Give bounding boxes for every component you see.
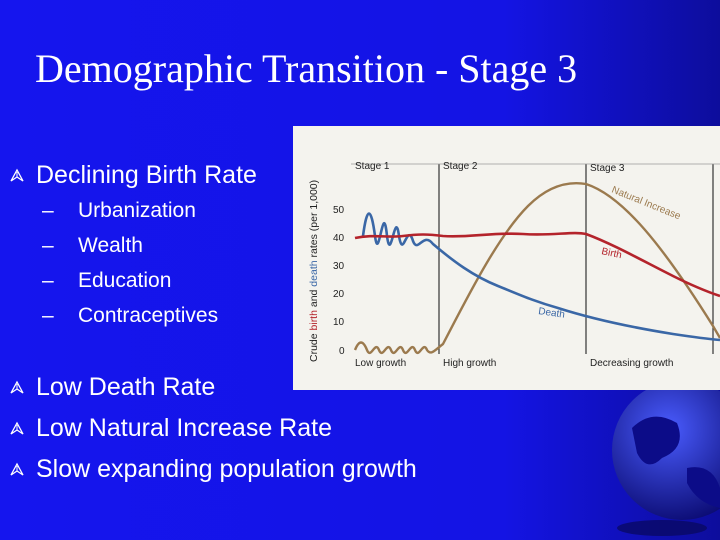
sub-bullet-text: Education xyxy=(78,269,172,292)
y-axis-title-death: death xyxy=(308,260,320,286)
y-axis-title-part: rates (per 1,000) xyxy=(308,180,320,261)
sub-bullet-text: Contraceptives xyxy=(78,304,219,327)
bullet-text: Low Natural Increase Rate xyxy=(36,414,332,442)
sub-bullet-dash: – xyxy=(42,269,54,292)
bullet-slow-growth: Slow expanding population growth xyxy=(10,454,417,484)
y-axis-title-part: and xyxy=(308,287,320,310)
sub-bullet-contraceptives: – Contraceptives xyxy=(42,303,218,329)
y-axis-title-birth: birth xyxy=(308,310,320,331)
label-death: Death xyxy=(538,306,566,321)
sub-bullet-education: – Education xyxy=(42,268,171,294)
phase-label-2: High growth xyxy=(443,358,496,369)
bullet-low-death-rate: Low Death Rate xyxy=(10,372,215,402)
stage-label-1: Stage 1 xyxy=(355,161,390,172)
bullet-text: Declining Birth Rate xyxy=(36,161,257,189)
y-tick: 20 xyxy=(333,289,345,300)
chart-svg: Stage 1 Stage 2 Stage 3 50 40 30 20 10 0… xyxy=(308,161,720,369)
y-tick: 40 xyxy=(333,233,345,244)
label-birth: Birth xyxy=(600,246,622,261)
globe-icon xyxy=(612,380,720,536)
phase-label-1: Low growth xyxy=(355,358,406,369)
bullet-low-natural-increase: Low Natural Increase Rate xyxy=(10,413,332,443)
sub-bullet-text: Urbanization xyxy=(78,199,196,222)
y-tick: 30 xyxy=(333,261,345,272)
pen-nib-icon xyxy=(10,462,24,476)
series-natural-increase-line xyxy=(353,182,720,355)
series-death-line xyxy=(361,212,720,342)
y-axis-title: Crude birth and death rates (per 1,000) xyxy=(308,180,320,362)
y-axis-title-part: Crude xyxy=(308,330,320,362)
bullet-text: Slow expanding population growth xyxy=(36,455,417,483)
sub-bullet-dash: – xyxy=(42,199,54,222)
bullet-declining-birth-rate: Declining Birth Rate xyxy=(10,160,257,190)
series-birth-line xyxy=(354,231,720,298)
y-tick: 50 xyxy=(333,205,345,216)
sub-bullet-dash: – xyxy=(42,234,54,257)
sub-bullet-dash: – xyxy=(42,304,54,327)
pen-nib-icon xyxy=(10,421,24,435)
label-natural-increase: Natural Increase xyxy=(610,185,683,223)
bullet-text: Low Death Rate xyxy=(36,373,216,401)
y-tick: 10 xyxy=(333,317,345,328)
y-tick: 0 xyxy=(339,346,345,357)
sub-bullet-urbanization: – Urbanization xyxy=(42,198,196,224)
slide-title: Demographic Transition - Stage 3 xyxy=(35,46,578,91)
stage-label-2: Stage 2 xyxy=(443,161,478,172)
pen-nib-icon xyxy=(10,380,24,394)
demographic-transition-chart: Stage 1 Stage 2 Stage 3 50 40 30 20 10 0… xyxy=(293,126,720,390)
stage-label-3: Stage 3 xyxy=(590,163,625,174)
phase-label-3: Decreasing growth xyxy=(590,358,673,369)
sub-bullet-wealth: – Wealth xyxy=(42,233,143,259)
pen-nib-icon xyxy=(10,168,24,182)
sub-bullet-text: Wealth xyxy=(78,234,143,257)
